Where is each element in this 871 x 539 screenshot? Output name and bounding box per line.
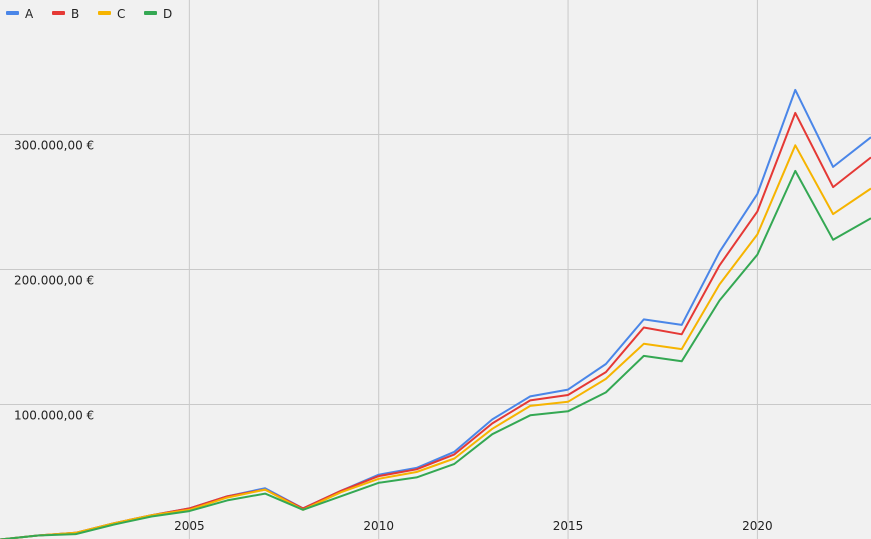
legend-label: A xyxy=(25,7,34,21)
legend-swatch xyxy=(52,11,65,15)
legend-swatch xyxy=(6,11,19,15)
legend-swatch xyxy=(98,11,111,15)
legend-label: B xyxy=(71,7,79,21)
series-line-d xyxy=(0,169,871,539)
y-axis-tick-labels: 100.000,00 € 200.000,00 € 300.000,00 € xyxy=(14,139,94,423)
legend-swatch xyxy=(144,11,157,15)
legend-label: D xyxy=(163,7,172,21)
x-axis-tick-labels: 2005 2010 2015 2020 xyxy=(174,519,773,533)
y-tick-label: 300.000,00 € xyxy=(14,139,94,153)
legend-item-b[interactable]: B xyxy=(52,7,79,21)
legend-item-c[interactable]: C xyxy=(98,7,125,21)
x-tick-label: 2020 xyxy=(742,519,773,533)
x-tick-label: 2005 xyxy=(174,519,205,533)
legend-label: C xyxy=(117,7,125,21)
series-lines xyxy=(0,88,871,539)
legend: A B C D xyxy=(6,7,172,21)
y-tick-label: 200.000,00 € xyxy=(14,274,94,288)
legend-item-a[interactable]: A xyxy=(6,7,34,21)
x-tick-label: 2015 xyxy=(553,519,584,533)
x-tick-label: 2010 xyxy=(363,519,394,533)
legend-item-d[interactable]: D xyxy=(144,7,172,21)
y-tick-label: 100.000,00 € xyxy=(14,409,94,423)
series-line-c xyxy=(0,144,871,539)
